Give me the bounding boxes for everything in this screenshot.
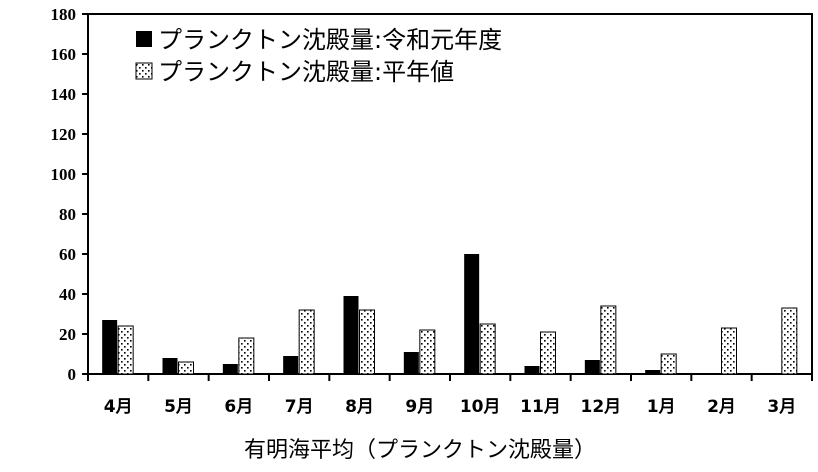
x-axis-title: 有明海平均（プランクトン沈殿量） <box>244 438 596 463</box>
legend: プランクトン沈殿量:令和元年度 プランクトン沈殿量:平年値 <box>135 26 502 86</box>
y-axis: 0 20 40 60 80 100 120 140 160 180 <box>51 5 88 384</box>
x-tick-label: 6月 <box>224 397 253 417</box>
bars <box>102 254 798 375</box>
x-tick-label: 11月 <box>520 397 561 417</box>
x-tick-label: 9月 <box>405 397 434 417</box>
x-tick-label: 10月 <box>460 397 501 417</box>
x-axis: 4月 5月 6月 7月 8月 9月 10月 11月 12月 1月 2月 3月 <box>87 374 813 417</box>
bar-normal-10 <box>660 353 677 375</box>
x-tick-label: 8月 <box>345 397 374 417</box>
y-tick-label: 0 <box>68 365 77 384</box>
bar-reiwa1-5 <box>343 296 359 374</box>
bar-reiwa1-4 <box>283 356 299 374</box>
y-tick-label: 160 <box>51 45 77 64</box>
bar-reiwa1-9 <box>584 360 600 374</box>
x-tick-label: 12月 <box>580 397 621 417</box>
bar-normal-1 <box>117 325 134 375</box>
bar-normal-9 <box>600 305 617 375</box>
x-tick-label: 4月 <box>104 397 133 417</box>
y-tick-label: 100 <box>51 165 77 184</box>
bar-normal-8 <box>540 331 556 375</box>
bar-reiwa1-7 <box>464 254 480 374</box>
legend-swatch-series-1 <box>136 31 152 47</box>
y-tick-label: 20 <box>59 325 76 344</box>
y-tick-label: 80 <box>59 205 76 224</box>
bar-reiwa1-8 <box>524 366 540 374</box>
bar-reiwa1-2 <box>162 358 178 374</box>
bar-reiwa1-10 <box>645 370 661 374</box>
x-tick-label: 5月 <box>164 397 193 417</box>
legend-swatch-series-2 <box>135 62 153 80</box>
bar-normal-11 <box>721 327 737 375</box>
x-tick-label: 1月 <box>647 397 676 417</box>
y-tick-label: 180 <box>51 5 77 24</box>
x-tick-label: 7月 <box>285 397 314 417</box>
y-tick-label: 140 <box>51 85 77 104</box>
bar-reiwa1-3 <box>222 364 238 374</box>
bar-normal-5 <box>359 309 375 375</box>
bar-normal-7 <box>479 323 496 375</box>
bar-reiwa1-1 <box>102 320 118 374</box>
bar-normal-4 <box>298 309 315 375</box>
bar-normal-2 <box>178 361 194 375</box>
x-tick-label: 2月 <box>707 397 736 417</box>
x-tick-label: 3月 <box>767 397 796 417</box>
bar-normal-12 <box>781 307 798 375</box>
bar-normal-6 <box>419 329 436 375</box>
y-tick-label: 60 <box>59 245 76 264</box>
plot-area <box>87 13 813 375</box>
y-tick-label: 40 <box>59 285 76 304</box>
legend-label-series-1: プランクトン沈殿量:令和元年度 <box>158 26 502 54</box>
y-tick-label: 120 <box>51 125 77 144</box>
bar-reiwa1-6 <box>403 352 419 374</box>
legend-label-series-2: プランクトン沈殿量:平年値 <box>158 58 454 86</box>
bar-normal-3 <box>238 337 255 375</box>
